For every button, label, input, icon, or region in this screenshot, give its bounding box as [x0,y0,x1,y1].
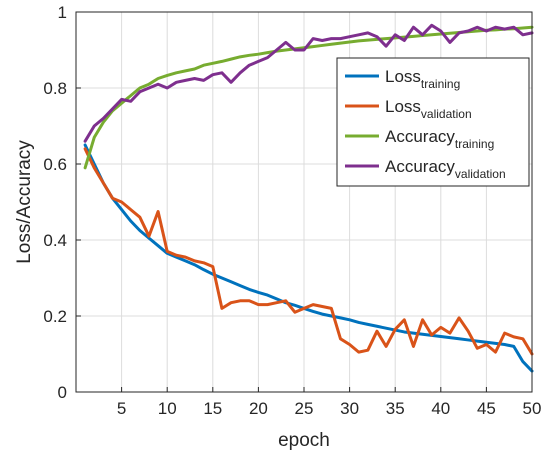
x-tick-label: 45 [477,399,496,418]
x-tick-label: 30 [340,399,359,418]
y-axis-label: Loss/Accuracy [14,140,35,264]
legend-entry-main: Accuracy [385,127,455,146]
legend-entry-loss-validation: Lossvalidation [385,97,472,121]
legend-entry-sub: validation [421,107,472,121]
x-tick-label: 25 [295,399,314,418]
x-tick-label: 35 [386,399,405,418]
x-tick-label: 50 [523,399,542,418]
y-tick-label: 0 [58,383,67,402]
legend-entry-sub: training [421,77,460,91]
series-lines [83,23,534,373]
y-tick-label: 0.4 [43,231,67,250]
plot-frame [75,11,533,393]
legend-entry-main: Loss [385,97,421,116]
x-tick-label: 20 [249,399,268,418]
legend-entry-loss-training: Losstraining [385,67,460,91]
x-tick-label: 40 [431,399,450,418]
x-tick-label: 15 [203,399,222,418]
legend-entry-sub: validation [455,167,506,181]
x-tick-label: 10 [158,399,177,418]
x-axis-label: epoch [278,430,330,451]
y-tick-labels: 0 0.2 0.4 0.6 0.8 1 [43,3,67,402]
y-tick-label: 0.6 [43,155,67,174]
legend-entry-main: Accuracy [385,157,455,176]
legend: LosstrainingLossvalidationAccuracytraini… [336,57,530,187]
x-tick-labels: 5 10 15 20 25 30 35 40 45 50 [117,399,542,418]
legend-entry-accuracy-training: Accuracytraining [385,127,494,151]
y-tick-label: 1 [58,3,67,22]
y-tick-label: 0.8 [43,79,67,98]
series-line-accuracy-validation [83,23,534,143]
y-tick-label: 0.2 [43,307,67,326]
legend-entry-sub: training [455,137,494,151]
series-line-loss-validation [83,147,534,356]
legend-entry-accuracy-validation: Accuracyvalidation [385,157,506,181]
series-line-loss-training [83,143,534,373]
x-tick-label: 5 [117,399,126,418]
legend-entry-main: Loss [385,67,421,86]
